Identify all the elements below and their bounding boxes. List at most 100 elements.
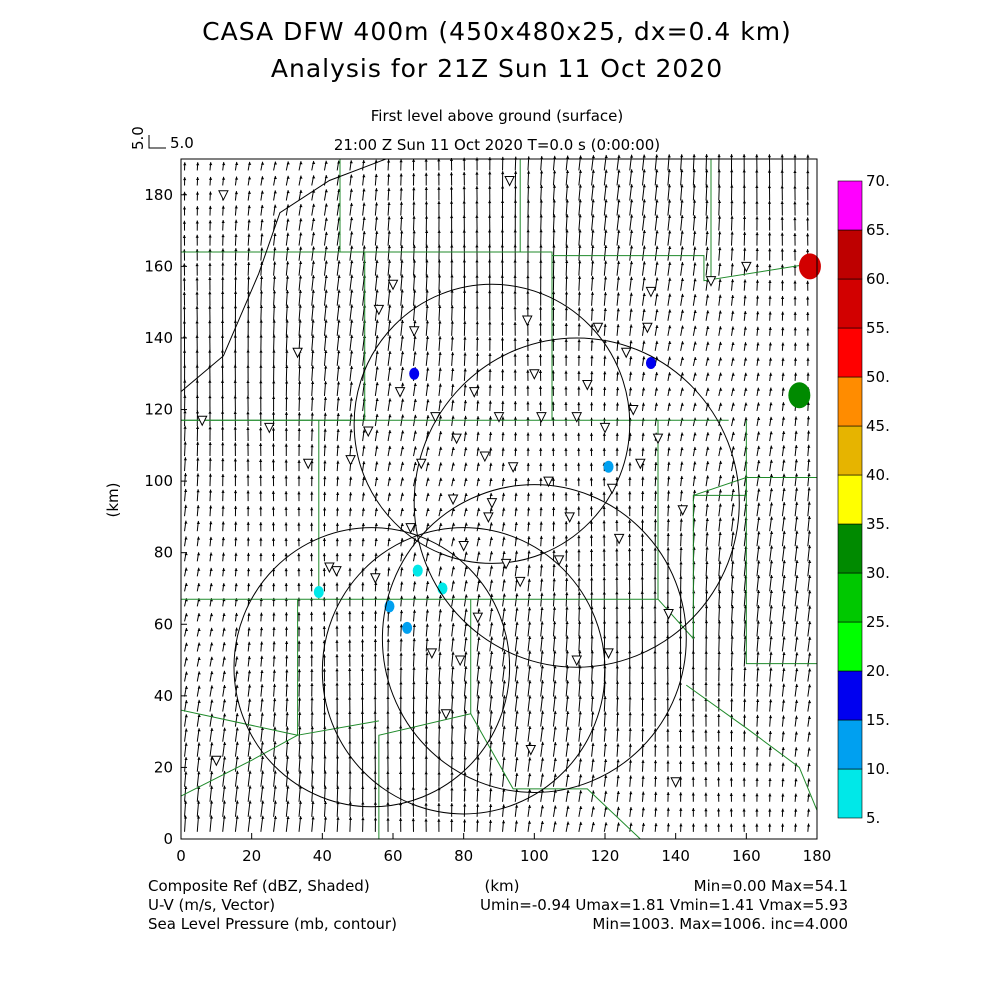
- wind-vector-head: [528, 710, 532, 714]
- wind-vector-head: [375, 319, 379, 323]
- wind-vector-head: [184, 552, 188, 556]
- wind-vector-head: [387, 173, 391, 177]
- wind-vector-head: [718, 341, 723, 345]
- wind-vector-head: [692, 169, 696, 173]
- wind-vector-head: [195, 291, 199, 295]
- wind-vector-head: [718, 560, 722, 564]
- wind-vector-head: [528, 650, 532, 654]
- wind-vector-head: [564, 401, 568, 405]
- wind-vector-head: [502, 579, 506, 583]
- wind-vector-head: [260, 684, 264, 688]
- wind-vector-head: [221, 262, 225, 266]
- wind-vector-head: [489, 507, 493, 511]
- wind-vector-head: [513, 337, 517, 341]
- wind-vector-head: [602, 562, 606, 566]
- wind-vector-head: [691, 650, 695, 654]
- wind-vector-head: [653, 519, 658, 523]
- wind-vector-head: [795, 516, 799, 520]
- wind-vector-head: [248, 698, 252, 702]
- wind-vector-head: [527, 578, 531, 582]
- wind-vector-head: [718, 231, 722, 235]
- wind-vector-head: [424, 740, 428, 744]
- wind-vector-head: [566, 789, 570, 793]
- wind-vector-head: [780, 185, 784, 189]
- wind-vector-head: [678, 713, 683, 717]
- wind-vector-head: [782, 699, 786, 703]
- wind-vector-head: [705, 590, 709, 594]
- wind-vector-head: [744, 357, 748, 361]
- wind-vector-head: [489, 756, 493, 760]
- wind-vector-head: [273, 698, 277, 702]
- wind-vector-head: [604, 759, 608, 763]
- wind-vector-head: [183, 441, 187, 445]
- wind-vector-head: [297, 640, 301, 644]
- wind-vector-head: [578, 214, 582, 218]
- wind-vector-head: [233, 364, 237, 368]
- wind-vector-head: [350, 365, 354, 369]
- wind-vector-head: [400, 492, 405, 496]
- wind-vector-head: [704, 605, 709, 609]
- wind-vector-head: [452, 507, 456, 511]
- station-marker: [514, 576, 526, 588]
- wind-vector-head: [730, 620, 735, 624]
- wind-vector-head: [655, 340, 659, 344]
- wind-vector-head: [348, 816, 353, 820]
- wind-vector-head: [426, 383, 430, 387]
- wind-vector-head: [220, 379, 225, 383]
- wind-vector-head: [731, 342, 735, 346]
- wind-vector-head: [386, 817, 390, 821]
- wind-vector-head: [515, 550, 519, 554]
- wind-vector-head: [324, 246, 329, 250]
- wind-vector-head: [221, 205, 225, 209]
- wind-vector-head: [336, 785, 340, 789]
- wind-vector-head: [793, 154, 797, 158]
- wind-vector-head: [794, 747, 798, 751]
- wind-vector-head: [706, 310, 710, 314]
- wind-vector-head: [424, 172, 428, 176]
- colorbar-segment: [837, 474, 863, 525]
- wind-vector-head: [413, 274, 417, 278]
- wind-vector-head: [223, 713, 227, 717]
- wind-vector-head: [666, 620, 670, 624]
- wind-vector-head: [222, 785, 227, 789]
- wind-vector-head: [439, 415, 443, 419]
- wind-vector-head: [398, 770, 403, 774]
- wind-vector-head: [208, 220, 212, 224]
- wind-vector-head: [679, 590, 683, 594]
- wind-vector-head: [284, 537, 288, 541]
- y-axis-label: (km): [104, 482, 122, 517]
- wind-vector-head: [716, 823, 721, 827]
- wind-vector-head: [273, 261, 277, 265]
- wind-vector-head: [629, 261, 634, 265]
- wind-vector-head: [501, 477, 506, 481]
- wind-vector-head: [386, 740, 390, 744]
- wind-vector-head: [591, 229, 595, 233]
- wind-vector-head: [515, 636, 519, 640]
- wind-vector-head: [197, 642, 201, 646]
- wind-vector-head: [731, 295, 735, 299]
- wind-vector-head: [577, 520, 581, 524]
- wind-vector-head: [438, 383, 443, 387]
- wind-vector-head: [450, 725, 455, 729]
- wind-vector-head: [782, 590, 786, 594]
- wind-vector-head: [438, 666, 442, 670]
- wind-vector-head: [233, 426, 237, 430]
- wind-vector-head: [794, 430, 798, 434]
- wind-vector-head: [222, 627, 226, 631]
- wind-vector-head: [780, 232, 784, 236]
- wind-vector-head: [795, 636, 799, 640]
- wind-vector-head: [388, 304, 392, 308]
- wind-vector-head: [577, 355, 581, 359]
- wind-vector-head: [579, 806, 583, 810]
- county-boundaries: [180, 158, 818, 840]
- wind-vector-head: [297, 537, 301, 541]
- wind-vector-head: [273, 785, 277, 789]
- wind-vector-head: [577, 492, 581, 496]
- wind-vector-head: [528, 804, 532, 808]
- wind-vector-head: [450, 305, 454, 309]
- station-marker: [521, 315, 533, 327]
- wind-vector-head: [451, 680, 455, 684]
- wind-vector-head: [668, 277, 672, 281]
- wind-vector-head: [514, 820, 519, 824]
- wind-vector-head: [526, 259, 530, 263]
